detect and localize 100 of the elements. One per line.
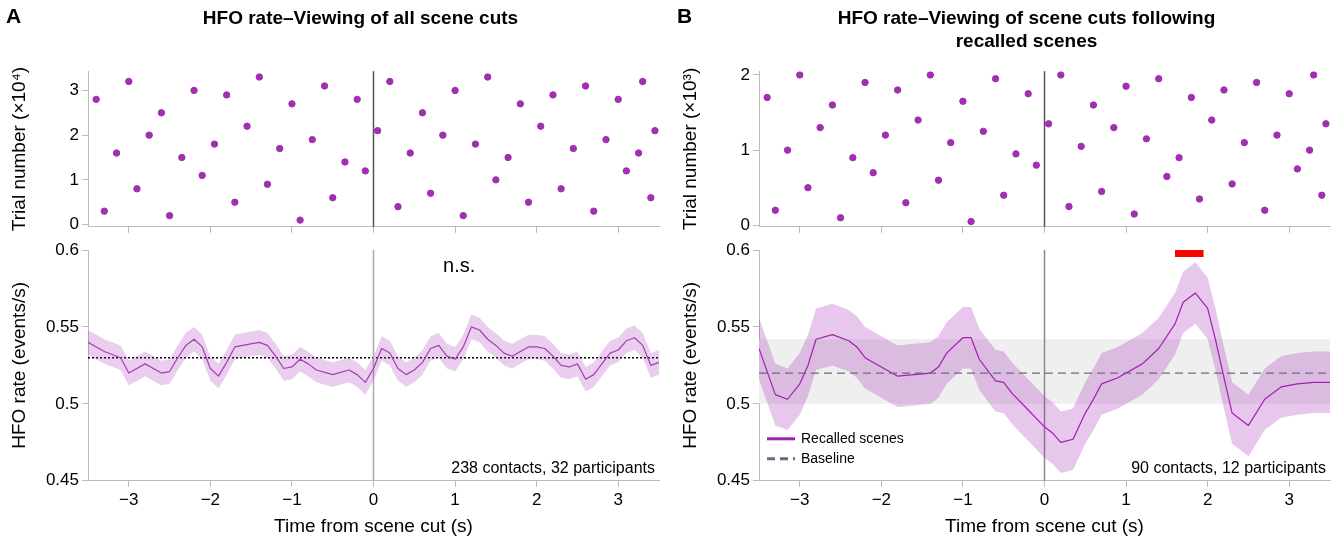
y-axis-title: HFO rate (events/s) — [678, 281, 700, 449]
y-tick-label: 0.55 — [45, 316, 79, 336]
point — [1252, 78, 1261, 87]
point — [836, 214, 845, 222]
chart-title: HFO rate–Viewing of scene cuts following recalled scenes — [836, 6, 1217, 52]
point — [602, 135, 610, 144]
point — [231, 198, 239, 206]
x-tick-label: −1 — [953, 489, 973, 509]
x-tick-label: 1 — [450, 489, 460, 509]
point — [1305, 146, 1314, 154]
point — [1044, 120, 1053, 128]
point — [459, 211, 467, 220]
x-tick-label: 3 — [613, 489, 623, 509]
point — [647, 194, 655, 202]
point — [926, 71, 934, 79]
x-tick-label: −3 — [119, 489, 139, 509]
x-tick-label: 0 — [1039, 489, 1050, 509]
y-tick-label: 0 — [740, 214, 750, 234]
point — [828, 101, 837, 109]
point — [902, 199, 910, 207]
point — [373, 126, 382, 135]
y-tick-label: 2 — [740, 64, 750, 84]
point — [198, 171, 206, 180]
point — [959, 97, 967, 105]
point — [133, 185, 141, 193]
point — [406, 149, 414, 157]
x-tick-label: −1 — [282, 489, 302, 509]
point — [934, 176, 943, 184]
x-tick-label: −2 — [871, 489, 892, 509]
point — [1318, 191, 1326, 199]
text: A — [6, 4, 22, 28]
point — [255, 73, 263, 81]
point — [165, 211, 174, 220]
x-axis-title: Time from scene cut (s) — [274, 514, 473, 536]
point — [991, 75, 1000, 83]
point — [634, 149, 643, 157]
point — [861, 78, 869, 87]
y-tick-label: 2 — [69, 124, 79, 144]
x-tick-label: 3 — [1284, 489, 1294, 509]
point — [92, 95, 100, 104]
point — [1261, 206, 1269, 214]
point — [1322, 120, 1330, 128]
y-tick-label: 3 — [69, 80, 79, 100]
point — [1228, 180, 1236, 188]
annotation: 238 contacts, 32 participants — [451, 458, 655, 476]
point — [275, 144, 284, 153]
point — [537, 122, 545, 130]
point — [524, 198, 533, 206]
point — [581, 82, 590, 90]
point — [263, 180, 272, 189]
point — [622, 167, 631, 175]
point — [869, 168, 877, 177]
point — [426, 189, 435, 197]
x-tick-label: 1 — [1121, 489, 1131, 509]
point — [967, 217, 975, 226]
point — [492, 176, 500, 184]
point — [881, 131, 890, 139]
point — [1122, 82, 1130, 90]
y-tick-label: 1 — [740, 139, 750, 159]
point — [471, 140, 480, 148]
y-axis-title: Trial number (×10³) — [678, 67, 700, 231]
point — [1032, 161, 1041, 169]
point — [549, 91, 557, 99]
point — [1130, 210, 1138, 218]
y-tick-label: 0.6 — [726, 239, 750, 259]
point — [804, 184, 812, 192]
point — [651, 126, 659, 135]
point — [484, 73, 492, 81]
point — [451, 86, 459, 95]
point — [763, 93, 771, 102]
x-tick-label: 2 — [531, 489, 542, 509]
annotation: 90 contacts, 12 participants — [1131, 458, 1326, 476]
point — [145, 131, 153, 139]
point — [418, 109, 427, 117]
point — [222, 91, 231, 99]
x-tick-label: −2 — [200, 489, 221, 509]
point — [946, 138, 955, 147]
point — [341, 158, 349, 166]
y-tick-label: 0.6 — [55, 239, 79, 259]
point — [1077, 142, 1085, 151]
point — [979, 127, 988, 136]
x-tick-label: 2 — [1202, 489, 1213, 509]
text: B — [677, 4, 693, 28]
point — [796, 71, 804, 79]
point — [516, 100, 525, 108]
point — [329, 194, 337, 202]
point — [504, 153, 512, 162]
point — [1012, 150, 1020, 158]
point — [1163, 172, 1171, 181]
point — [1110, 123, 1118, 132]
point — [1285, 90, 1293, 98]
point — [178, 153, 186, 162]
point — [308, 135, 317, 144]
point — [569, 144, 578, 153]
point — [638, 77, 647, 86]
point — [1024, 90, 1032, 98]
y-tick-label: 0.45 — [45, 470, 79, 490]
x-axis-title: Time from scene cut (s) — [945, 514, 1144, 536]
point — [386, 77, 394, 86]
y-tick-label: 0.45 — [716, 470, 750, 490]
